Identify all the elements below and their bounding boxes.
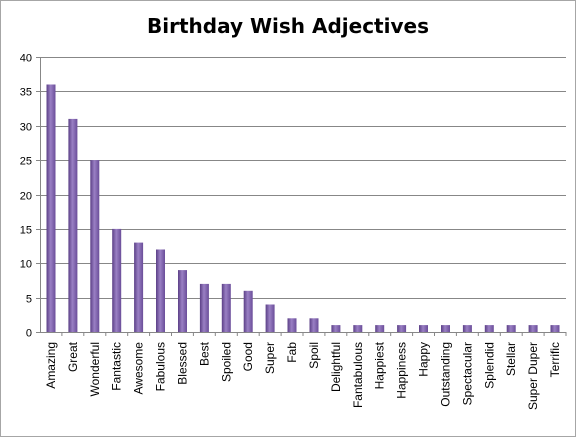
x-tick-label: Happiness	[395, 342, 409, 399]
x-tick-labels: Amazing Great Wonderful Fantastic Awesome Fab…	[44, 341, 562, 410]
y-tick-label: 0	[26, 328, 32, 340]
x-tick-label: Happiest	[373, 341, 387, 389]
y-tick-label: 35	[20, 87, 32, 99]
x-tick-label: Super Duper	[526, 342, 540, 410]
x-tick-label: Spoil	[307, 342, 321, 369]
bar	[178, 270, 187, 332]
bar	[375, 325, 385, 332]
bar	[134, 242, 144, 332]
bar	[221, 283, 231, 332]
axes	[36, 57, 567, 336]
x-tick-label: Super	[263, 342, 277, 374]
x-tick-label: Wonderful	[88, 342, 102, 396]
bar	[199, 283, 209, 332]
x-tick-label: Fabulous	[154, 342, 168, 391]
x-tick-label: Good	[241, 342, 255, 371]
x-tick-label: Fab	[285, 342, 299, 363]
y-tick-label: 25	[20, 156, 32, 168]
y-tick-labels: 0 5 10 15 20 25 30 35 40	[20, 53, 32, 340]
bar	[265, 304, 275, 332]
bar	[46, 84, 56, 332]
x-tick-label: Blessed	[176, 342, 190, 385]
y-tick-label: 20	[20, 191, 32, 203]
bar	[243, 290, 253, 333]
y-tick-label: 5	[26, 294, 32, 306]
bar	[331, 325, 341, 332]
bar	[112, 228, 122, 332]
x-tick-label: Fantabulous	[351, 342, 365, 408]
gridlines	[40, 57, 566, 299]
y-tick-label: 40	[20, 53, 32, 65]
bar	[287, 318, 297, 333]
x-tick-label: Spoiled	[219, 342, 233, 382]
bar	[90, 160, 100, 332]
x-tick-label: Fantastic	[110, 342, 124, 391]
bar	[156, 249, 165, 332]
bar	[353, 325, 363, 332]
x-tick-label: Spectacular	[460, 342, 474, 405]
bar	[506, 325, 516, 332]
bar	[68, 118, 78, 333]
x-tick-label: Awesome	[132, 342, 146, 395]
bar	[528, 325, 538, 332]
y-tick-label: 30	[20, 122, 32, 134]
bar	[462, 325, 472, 332]
chart-title: Birthday Wish Adjectives	[147, 14, 429, 38]
bar	[397, 325, 407, 332]
bar	[484, 325, 494, 332]
x-tick-label: Outstanding	[439, 342, 453, 407]
x-tick-label: Amazing	[44, 342, 58, 389]
bar	[309, 318, 319, 333]
bar	[419, 325, 428, 332]
bar	[441, 325, 450, 332]
x-tick-label: Happy	[417, 342, 431, 377]
x-tick-label: Stellar	[504, 342, 518, 376]
x-tick-label: Terrific	[548, 342, 562, 377]
x-tick-label: Splendid	[482, 342, 496, 389]
bar	[550, 325, 560, 332]
y-tick-label: 15	[20, 225, 32, 237]
bars	[46, 84, 560, 333]
x-tick-label: Best	[197, 341, 211, 366]
x-tick-label: Great	[66, 341, 80, 372]
y-tick-label: 10	[20, 259, 32, 271]
x-tick-label: Delightful	[329, 342, 343, 392]
